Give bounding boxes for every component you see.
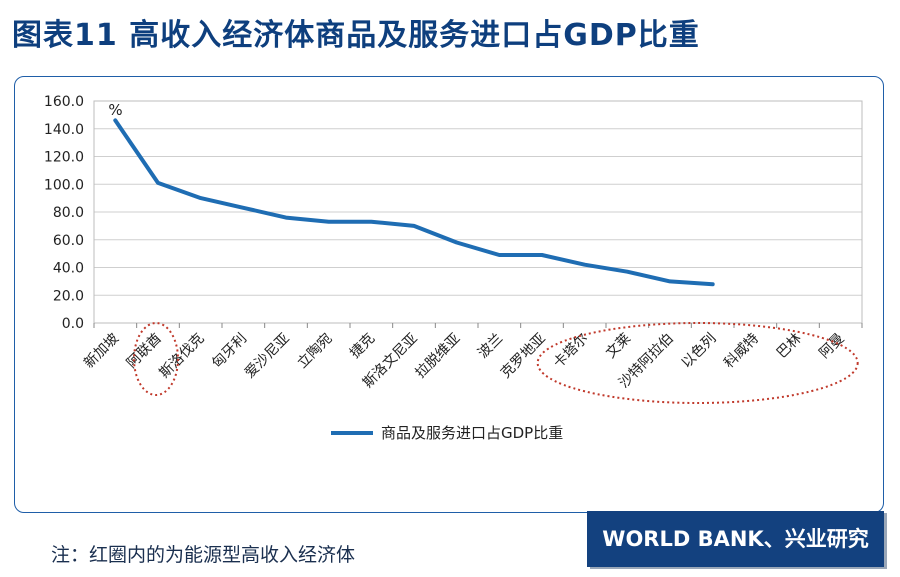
y-tick-label: 140.0 (44, 122, 84, 138)
x-tick-label: 文莱 (603, 331, 634, 362)
y-tick-label: 60.0 (53, 233, 84, 249)
x-tick-label: 斯洛伐克 (157, 331, 208, 382)
x-tick-label: 匈牙利 (209, 331, 250, 372)
x-tick-label: 捷克 (347, 331, 378, 362)
x-tick-label: 波兰 (475, 331, 506, 362)
x-tick-label: 阿曼 (816, 331, 847, 362)
y-tick-label: 160.0 (44, 94, 84, 110)
data-point (583, 263, 587, 267)
x-tick-label: 阿联酋 (123, 330, 165, 372)
footnote: 注：红圈内的为能源型高收入经济体 (51, 544, 356, 566)
line-chart: 0.0 20.0 40.0 60.0 80.0 100.0 120.0 140.0 160.0%… (44, 94, 863, 442)
y-tick-label: 80.0 (53, 205, 84, 221)
highlight-circles (133, 322, 859, 404)
x-tick-label: 以色列 (678, 330, 720, 372)
x-tick-label: 爱沙尼亚 (242, 331, 293, 382)
data-point (668, 279, 672, 283)
legend-label: 商品及服务进口占GDP比重 (381, 424, 563, 442)
data-point (284, 216, 288, 220)
series-line (113, 118, 715, 287)
data-point (625, 270, 629, 274)
axis-layer: 0.0 20.0 40.0 60.0 80.0 100.0 120.0 140.0 160.0% (44, 94, 863, 332)
data-point (113, 118, 117, 122)
highlight-ellipse-uae (133, 322, 179, 396)
x-tick-label: 拉脱维亚 (413, 331, 464, 382)
y-tick-label: 0.0 (62, 316, 84, 332)
x-tick-label: 新加坡 (81, 331, 122, 372)
data-point (327, 220, 331, 224)
data-point (369, 220, 373, 224)
data-point (199, 196, 203, 200)
x-tick-label: 立陶宛 (294, 331, 335, 372)
data-point (241, 206, 245, 210)
data-point (156, 181, 160, 185)
highlight-ellipse-energy-economies (536, 322, 859, 404)
y-axis-unit-label: % (108, 101, 122, 119)
legend: 商品及服务进口占GDP比重 (331, 424, 563, 442)
x-tick-label: 卡塔尔 (550, 331, 591, 372)
series-layer (113, 118, 715, 287)
data-point (711, 282, 715, 286)
x-tick-label: 巴林 (774, 331, 805, 362)
source-badge: WORLD BANK、兴业研究 (587, 511, 884, 567)
data-point (497, 253, 501, 257)
figure-title: 图表11 高收入经济体商品及服务进口占GDP比重 (12, 18, 700, 53)
y-tick-label: 20.0 (53, 288, 84, 304)
grid-layer (93, 100, 863, 324)
y-tick-label: 100.0 (44, 177, 84, 193)
x-tick-label: 科威特 (721, 331, 762, 372)
data-point (540, 253, 544, 257)
chart-panel: 0.0 20.0 40.0 60.0 80.0 100.0 120.0 140.0 160.0%… (14, 76, 884, 566)
y-tick-label: 120.0 (44, 150, 84, 166)
data-point (412, 224, 416, 228)
y-tick-label: 40.0 (53, 261, 84, 277)
data-point (455, 241, 459, 245)
